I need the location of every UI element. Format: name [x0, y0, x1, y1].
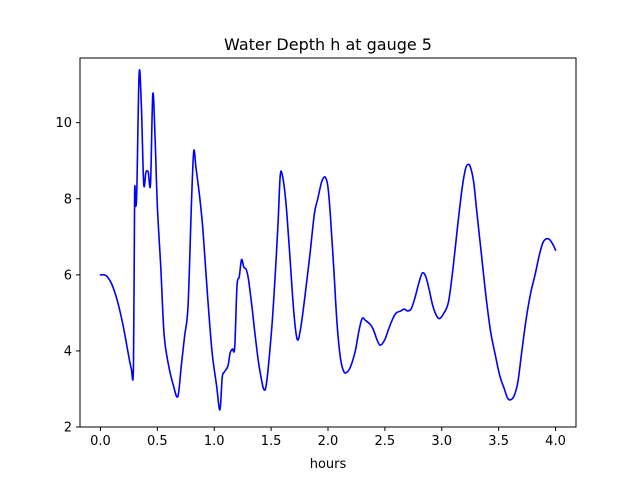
x-tick-label: 4.0 — [545, 434, 566, 449]
y-axis-ticks: 2 4 6 8 10 — [55, 116, 80, 436]
x-tick-label: 1.5 — [261, 434, 282, 449]
x-axis-label: hours — [310, 457, 347, 472]
x-axis-ticks: 0.0 0.5 1.0 1.5 2.0 2.5 3.0 3.5 4.0 — [90, 427, 566, 449]
y-tick-label: 8 — [64, 192, 72, 207]
y-tick-label: 6 — [64, 268, 72, 283]
x-tick-label: 0.0 — [90, 434, 111, 449]
x-tick-label: 0.5 — [147, 434, 168, 449]
plot-area — [79, 57, 577, 428]
x-tick-label: 1.0 — [204, 434, 225, 449]
y-tick-label: 4 — [64, 344, 72, 359]
x-tick-label: 2.0 — [318, 434, 339, 449]
chart-title: Water Depth h at gauge 5 — [224, 35, 432, 54]
series-line-0 — [99, 69, 557, 411]
x-tick-label: 3.0 — [431, 434, 452, 449]
y-tick-label: 10 — [55, 116, 72, 131]
y-tick-label: 2 — [64, 421, 72, 436]
x-tick-label: 3.5 — [488, 434, 509, 449]
x-tick-label: 2.5 — [375, 434, 396, 449]
